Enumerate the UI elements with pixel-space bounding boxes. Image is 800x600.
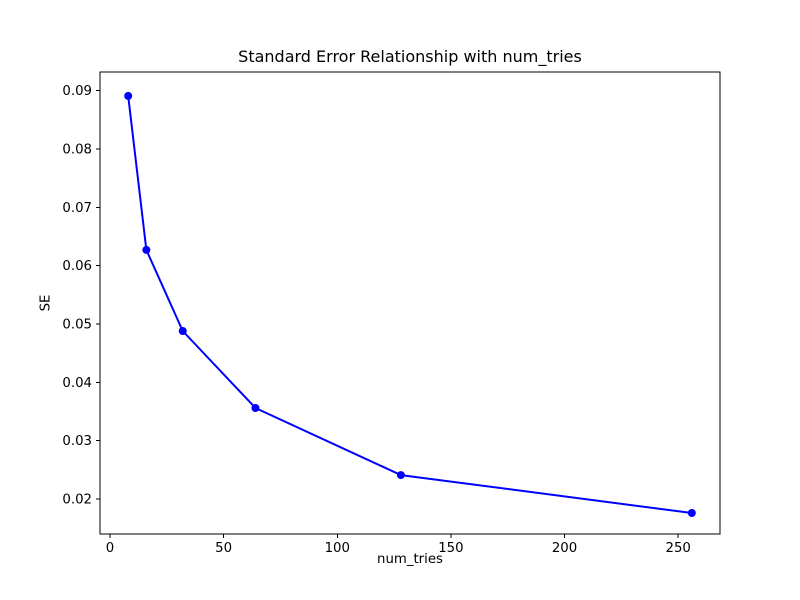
data-point-marker [142, 245, 151, 254]
x-tick-label: 0 [106, 541, 114, 556]
data-point-marker [178, 327, 187, 335]
x-tick-label: 50 [215, 541, 232, 556]
data-point-marker [396, 471, 405, 480]
data-point-marker [124, 91, 133, 100]
x-axis-label: num_tries [377, 552, 443, 567]
data-point-marker [687, 509, 696, 517]
y-tick-label: 0.09 [62, 84, 92, 99]
data-point-marker [251, 404, 260, 412]
y-tick-label: 0.03 [62, 434, 92, 449]
y-tick-label: 0.05 [62, 318, 92, 333]
x-tick-label: 250 [665, 541, 690, 556]
y-tick-label: 0.02 [62, 493, 92, 508]
x-tick-label: 100 [325, 541, 350, 556]
y-tick-label: 0.04 [62, 376, 92, 391]
line-series [127, 94, 693, 514]
x-tick-label: 150 [438, 541, 463, 556]
y-tick-label: 0.06 [62, 259, 92, 274]
x-tick-label: 200 [552, 541, 577, 556]
chart-title: Standard Error Relationship with num_tri… [238, 47, 582, 66]
y-tick-label: 0.07 [62, 201, 92, 216]
y-tick-label: 0.08 [62, 143, 92, 158]
axes-spines [99, 71, 721, 535]
